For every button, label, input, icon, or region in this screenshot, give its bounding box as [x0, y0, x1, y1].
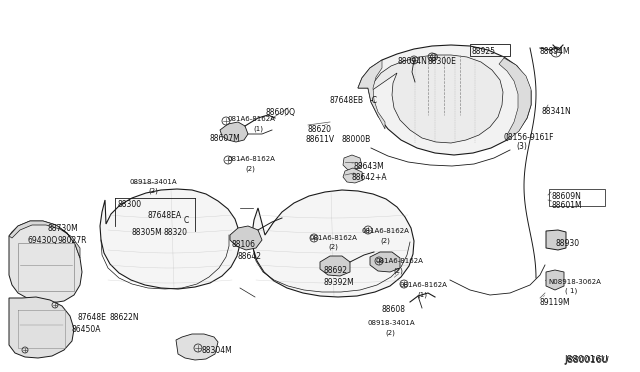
Text: -C: -C	[370, 96, 378, 105]
Text: 88608: 88608	[381, 305, 405, 314]
Text: (3): (3)	[516, 142, 527, 151]
Text: 08918-3401A: 08918-3401A	[368, 320, 415, 326]
Polygon shape	[176, 334, 218, 360]
Text: C: C	[184, 216, 189, 225]
Polygon shape	[499, 58, 531, 141]
Text: 87648E: 87648E	[77, 313, 106, 322]
Text: 081A6-8162A: 081A6-8162A	[362, 228, 410, 234]
Bar	[470, 44, 510, 56]
Polygon shape	[546, 270, 564, 290]
Text: (1): (1)	[253, 125, 263, 131]
Text: 88930: 88930	[556, 239, 580, 248]
Text: 88300E: 88300E	[427, 57, 456, 66]
Text: 88643M: 88643M	[354, 162, 385, 171]
Text: 98027R: 98027R	[57, 236, 86, 245]
Text: 88611V: 88611V	[306, 135, 335, 144]
Text: 88601M: 88601M	[551, 201, 582, 210]
Text: 88609N: 88609N	[551, 192, 581, 201]
Text: 88106: 88106	[232, 240, 256, 249]
Text: ( 1): ( 1)	[565, 288, 577, 295]
Text: 69430Q: 69430Q	[27, 236, 57, 245]
Polygon shape	[9, 221, 80, 258]
Polygon shape	[230, 226, 262, 250]
Text: 87648EB: 87648EB	[330, 96, 364, 105]
Text: J880016U: J880016U	[565, 356, 609, 365]
Text: (2): (2)	[385, 329, 395, 336]
Text: 88622N: 88622N	[109, 313, 139, 322]
Polygon shape	[100, 189, 240, 289]
Text: 88600Q: 88600Q	[265, 108, 295, 117]
Text: 89392M: 89392M	[324, 278, 355, 287]
Polygon shape	[220, 122, 248, 142]
Text: 88300: 88300	[117, 200, 141, 209]
Text: 88642+A: 88642+A	[352, 173, 388, 182]
Text: J880016U: J880016U	[564, 355, 607, 364]
Text: 88607M: 88607M	[210, 134, 241, 143]
Polygon shape	[370, 252, 400, 272]
Polygon shape	[371, 55, 503, 143]
Text: 88925: 88925	[471, 47, 495, 56]
Polygon shape	[343, 155, 362, 170]
Text: 88894M: 88894M	[540, 47, 571, 56]
Text: 081A6-8162A: 081A6-8162A	[310, 235, 358, 241]
Polygon shape	[358, 45, 531, 155]
Text: 88320: 88320	[164, 228, 188, 237]
Text: 86450A: 86450A	[72, 325, 102, 334]
Text: 081A6-8162A: 081A6-8162A	[227, 156, 275, 162]
Polygon shape	[343, 168, 363, 183]
Text: 88730M: 88730M	[47, 224, 77, 233]
Text: 88642: 88642	[238, 252, 262, 261]
Text: 08156-9161F: 08156-9161F	[503, 133, 554, 142]
Text: N08918-3062A: N08918-3062A	[548, 279, 601, 285]
Polygon shape	[546, 230, 566, 250]
Polygon shape	[252, 190, 414, 297]
Text: 88000B: 88000B	[342, 135, 371, 144]
Text: 88620: 88620	[307, 125, 331, 134]
Text: 88304M: 88304M	[201, 346, 232, 355]
Bar	[549, 189, 605, 206]
Text: 88305M: 88305M	[132, 228, 163, 237]
Text: (2): (2)	[328, 244, 338, 250]
Text: 88094N: 88094N	[398, 57, 428, 66]
Polygon shape	[9, 297, 74, 358]
Text: 081A6-8162A: 081A6-8162A	[399, 282, 447, 288]
Text: (2): (2)	[393, 267, 403, 273]
Text: 081A6-8162A: 081A6-8162A	[375, 258, 423, 264]
Text: (2): (2)	[380, 237, 390, 244]
Text: 88692: 88692	[323, 266, 347, 275]
Bar	[18, 243, 74, 291]
Text: (1): (1)	[417, 291, 427, 298]
Text: (2): (2)	[245, 165, 255, 171]
Text: (2): (2)	[148, 188, 158, 195]
Text: 08918-3401A: 08918-3401A	[130, 179, 178, 185]
Polygon shape	[9, 221, 82, 303]
Polygon shape	[320, 256, 350, 276]
Text: 89119M: 89119M	[540, 298, 571, 307]
Text: 081A6-8162A: 081A6-8162A	[227, 116, 275, 122]
Polygon shape	[358, 60, 385, 129]
Text: 88341N: 88341N	[541, 107, 571, 116]
Text: 87648EA: 87648EA	[148, 211, 182, 220]
